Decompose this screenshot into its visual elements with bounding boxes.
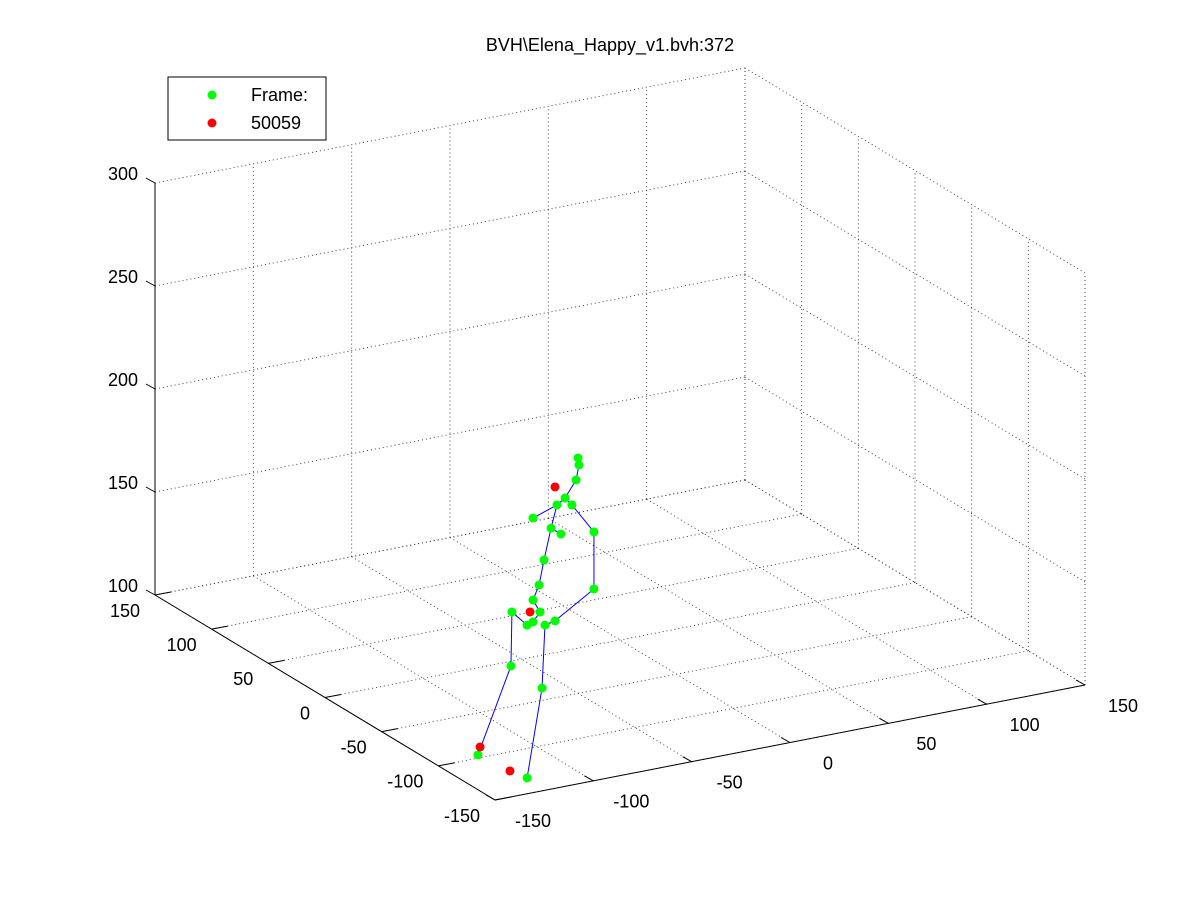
point bbox=[525, 607, 535, 617]
legend-marker bbox=[207, 118, 217, 128]
point bbox=[573, 453, 583, 463]
x-tick bbox=[780, 737, 791, 743]
z-tick-label: 100 bbox=[108, 576, 138, 596]
z-tick-label: 250 bbox=[108, 267, 138, 287]
point bbox=[528, 617, 538, 627]
grid-line bbox=[154, 479, 746, 596]
bone bbox=[532, 504, 558, 519]
z-tick bbox=[145, 383, 156, 390]
y-tick-label: 150 bbox=[110, 601, 140, 621]
grid-line bbox=[324, 582, 916, 698]
point bbox=[540, 620, 550, 630]
x-tick-label: 100 bbox=[1010, 715, 1040, 735]
y-tick-label: -100 bbox=[387, 772, 423, 792]
point bbox=[552, 500, 562, 510]
x-tick bbox=[584, 775, 594, 782]
point bbox=[537, 683, 547, 693]
point bbox=[506, 661, 516, 671]
grid-line bbox=[154, 273, 746, 390]
x-tick-label: -100 bbox=[613, 792, 649, 812]
chart-title: BVH\Elena_Happy_v1.bvh:372 bbox=[486, 35, 734, 56]
point bbox=[528, 513, 538, 523]
z-tick bbox=[145, 486, 156, 493]
point bbox=[571, 475, 581, 485]
point bbox=[550, 616, 560, 626]
point bbox=[505, 766, 515, 776]
point bbox=[574, 460, 584, 470]
point bbox=[560, 493, 570, 503]
y-tick bbox=[154, 591, 172, 596]
legend-label: 50059 bbox=[251, 113, 301, 133]
point bbox=[567, 500, 577, 510]
x-tick bbox=[682, 756, 692, 763]
bone bbox=[477, 665, 512, 756]
point bbox=[589, 527, 599, 537]
y-tick-label: -150 bbox=[444, 806, 480, 826]
grid-line bbox=[154, 170, 746, 287]
grid-line bbox=[744, 273, 1086, 480]
y-tick-label: 100 bbox=[167, 635, 197, 655]
y-tick bbox=[438, 762, 455, 767]
point bbox=[475, 742, 485, 752]
point bbox=[546, 523, 556, 533]
bone bbox=[571, 504, 595, 533]
point bbox=[556, 529, 566, 539]
grid-line bbox=[154, 67, 746, 184]
point bbox=[528, 595, 538, 605]
legend-box bbox=[167, 76, 327, 141]
bone bbox=[541, 625, 546, 689]
z-tick bbox=[145, 177, 156, 184]
y-tick bbox=[494, 796, 512, 801]
y-tick bbox=[324, 694, 342, 698]
z-tick-label: 300 bbox=[108, 164, 138, 184]
bone bbox=[526, 688, 543, 779]
x-tick bbox=[485, 794, 496, 801]
y-tick-label: 0 bbox=[300, 703, 310, 723]
z-tick bbox=[145, 280, 156, 287]
point bbox=[535, 607, 545, 617]
x-tick bbox=[1075, 679, 1086, 686]
y-tick bbox=[381, 728, 398, 733]
grid-line bbox=[744, 376, 1086, 583]
z-tick-label: 150 bbox=[108, 473, 138, 493]
y-tick bbox=[211, 625, 228, 630]
y-tick-label: -50 bbox=[341, 737, 367, 757]
y-tick bbox=[268, 659, 285, 664]
bone bbox=[510, 611, 513, 666]
grid-line bbox=[381, 616, 972, 733]
x-tick bbox=[977, 698, 987, 705]
point bbox=[589, 584, 599, 594]
x-tick bbox=[879, 717, 889, 724]
x-tick-label: -150 bbox=[515, 811, 551, 831]
bone bbox=[554, 588, 595, 622]
x-tick-label: -50 bbox=[717, 772, 743, 792]
grid-line bbox=[211, 513, 802, 630]
z-tick-label: 200 bbox=[108, 370, 138, 390]
point bbox=[473, 750, 483, 760]
x-tick-label: 50 bbox=[916, 734, 936, 754]
bone bbox=[543, 528, 552, 561]
x-tick-label: 0 bbox=[823, 753, 833, 773]
x-tick-label: 150 bbox=[1108, 696, 1138, 716]
point bbox=[534, 580, 544, 590]
point bbox=[507, 607, 517, 617]
grid-line bbox=[154, 376, 746, 493]
legend-marker bbox=[207, 90, 217, 100]
point bbox=[522, 773, 532, 783]
grid-line bbox=[268, 547, 859, 664]
point bbox=[539, 555, 549, 565]
y-tick-label: 50 bbox=[233, 669, 253, 689]
z-tick bbox=[145, 589, 156, 596]
grid-line bbox=[438, 650, 1029, 767]
legend-label: Frame: bbox=[251, 85, 308, 105]
point bbox=[550, 482, 560, 492]
